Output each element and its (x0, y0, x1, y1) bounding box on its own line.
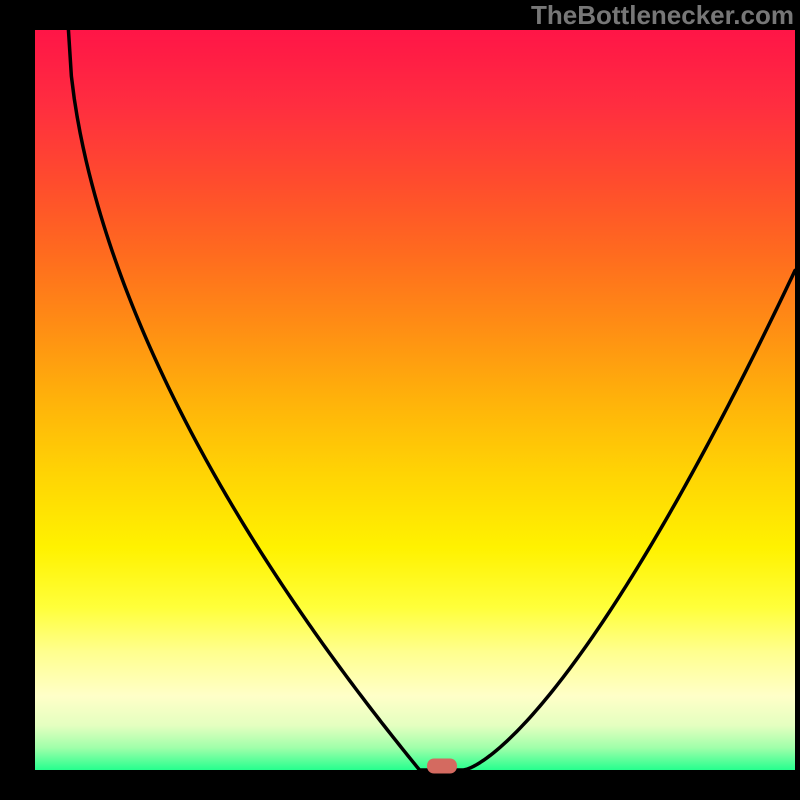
plot-area (35, 30, 795, 770)
optimal-marker (427, 758, 457, 773)
watermark-text: TheBottlenecker.com (531, 0, 794, 31)
bottleneck-curve (35, 30, 795, 770)
